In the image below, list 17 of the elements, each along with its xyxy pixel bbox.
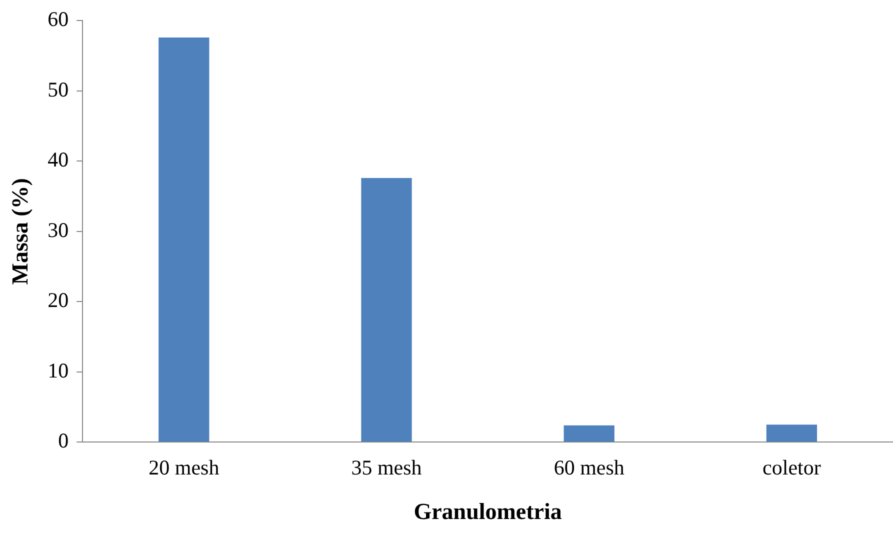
x-axis-title: Granulometria [414, 499, 562, 524]
bar [564, 425, 614, 442]
x-tick-label: 60 mesh [554, 455, 625, 480]
bar [361, 178, 412, 442]
y-tick-label: 0 [58, 428, 69, 453]
y-tick-label: 50 [48, 77, 69, 102]
x-tick-label: 35 mesh [351, 455, 422, 480]
y-tick-label: 10 [48, 358, 69, 382]
bar [766, 424, 818, 442]
y-tick-label: 20 [48, 288, 69, 312]
y-axis-title: Massa (%) [8, 178, 33, 285]
x-tick-label: 20 mesh [148, 455, 220, 480]
y-tick-label: 40 [48, 148, 69, 172]
bar [158, 37, 210, 442]
y-tick-label: 60 [48, 7, 69, 32]
y-tick-label: 30 [48, 218, 69, 242]
x-tick-label: coletor [762, 455, 821, 480]
